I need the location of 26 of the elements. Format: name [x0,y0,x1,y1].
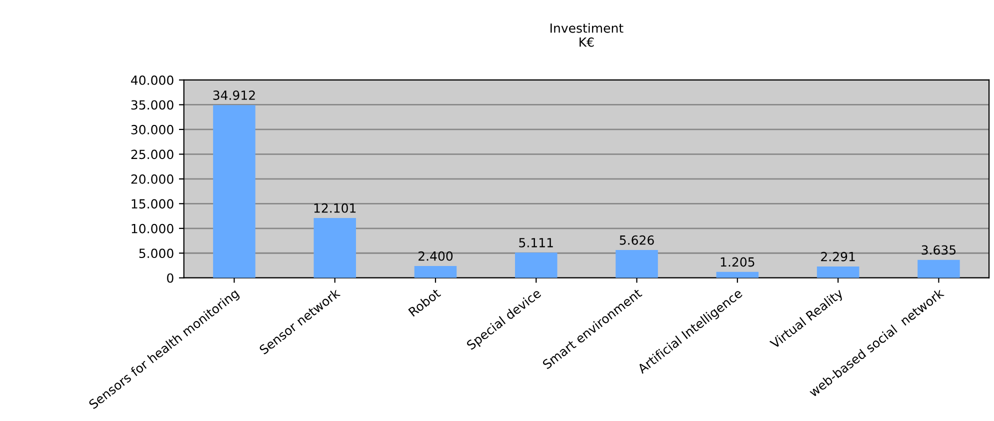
y-tick-label: 30.000 [131,124,174,134]
data-label: 2.400 [418,251,453,261]
bar [816,266,860,278]
y-tick-label: 40.000 [131,75,174,85]
y-tick-label: 25.000 [131,150,174,160]
data-label: 5.111 [519,238,553,248]
bar [716,272,759,278]
y-tick-label: 15.000 [132,199,174,209]
data-label: 34.912 [213,90,255,100]
bar [414,266,457,278]
bar [918,260,960,278]
chart-title: Investiment K€ [550,23,624,47]
y-tick-label: 20.000 [131,174,174,184]
data-label: 2.291 [821,252,855,262]
y-tick-label: 0 [167,273,174,283]
y-tick-label: 35.000 [131,100,174,110]
data-label: 3.635 [922,245,956,255]
bar [314,218,356,278]
bar [616,250,658,278]
y-tick-label: 5.000 [139,248,174,258]
data-label: 12.101 [314,203,356,213]
data-label: 5.626 [620,235,654,245]
bar [213,105,256,278]
bar [515,252,558,278]
y-tick-label: 10.000 [132,224,174,234]
data-label: 1.205 [720,257,754,267]
